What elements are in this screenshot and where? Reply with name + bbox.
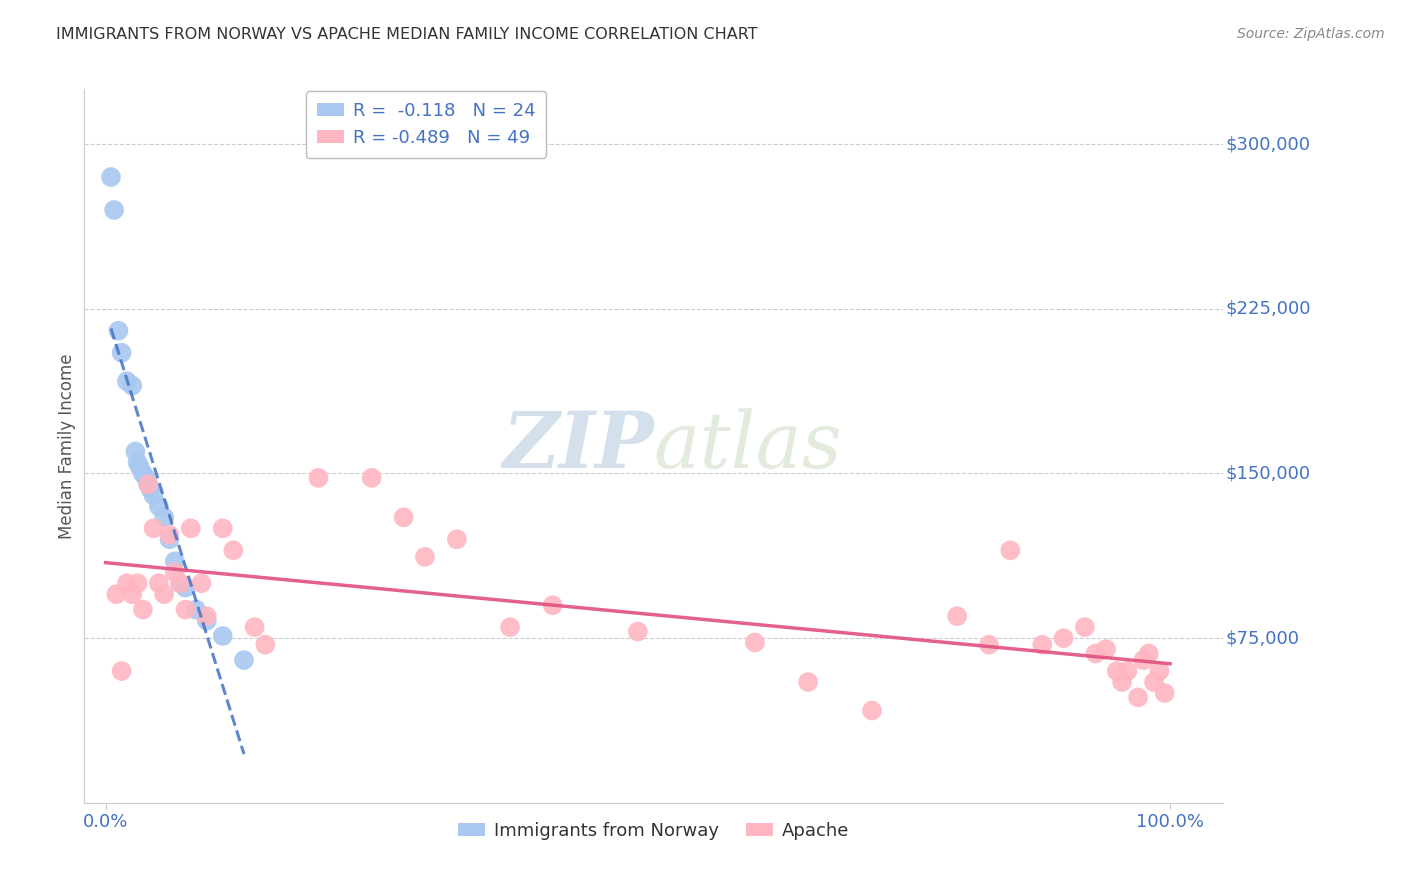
Point: [121, 378, 143, 392]
Point: [105, 587, 128, 601]
Legend: Immigrants from Norway, Apache: Immigrants from Norway, Apache: [451, 815, 856, 847]
Point: [136, 477, 159, 491]
Point: [110, 664, 132, 678]
Point: [139, 482, 162, 496]
Point: [184, 602, 207, 616]
Point: [136, 477, 159, 491]
Point: [163, 566, 186, 580]
Y-axis label: Median Family Income: Median Family Income: [58, 353, 76, 539]
Point: [1143, 675, 1166, 690]
Text: ZIP: ZIP: [502, 408, 654, 484]
Point: [744, 635, 766, 649]
Point: [100, 169, 122, 184]
Point: [115, 374, 138, 388]
Point: [308, 471, 330, 485]
Point: [1052, 631, 1074, 645]
Point: [115, 576, 138, 591]
Point: [121, 587, 143, 601]
Point: [446, 533, 468, 547]
Point: [1074, 620, 1097, 634]
Point: [254, 638, 277, 652]
Point: [107, 324, 129, 338]
Point: [977, 638, 1000, 652]
Point: [360, 471, 382, 485]
Point: [148, 500, 170, 514]
Point: [127, 576, 149, 591]
Point: [211, 521, 233, 535]
Point: [1031, 638, 1053, 652]
Point: [860, 704, 883, 718]
Point: [110, 345, 132, 359]
Point: [153, 510, 176, 524]
Point: [124, 444, 146, 458]
Point: [148, 576, 170, 591]
Point: [174, 581, 197, 595]
Text: atlas: atlas: [654, 408, 842, 484]
Text: Source: ZipAtlas.com: Source: ZipAtlas.com: [1237, 27, 1385, 41]
Point: [1111, 675, 1133, 690]
Point: [499, 620, 522, 634]
Point: [1149, 664, 1171, 678]
Point: [103, 202, 125, 217]
Text: $75,000: $75,000: [1226, 629, 1299, 647]
Point: [1132, 653, 1154, 667]
Point: [163, 554, 186, 568]
Point: [243, 620, 266, 634]
Point: [627, 624, 650, 639]
Point: [169, 576, 191, 591]
Text: $150,000: $150,000: [1226, 465, 1310, 483]
Point: [1095, 642, 1118, 657]
Point: [159, 533, 181, 547]
Point: [1153, 686, 1175, 700]
Point: [233, 653, 256, 667]
Point: [180, 521, 202, 535]
Point: [222, 543, 245, 558]
Point: [153, 587, 176, 601]
Point: [211, 629, 233, 643]
Point: [1000, 543, 1022, 558]
Point: [190, 576, 212, 591]
Point: [142, 488, 165, 502]
Point: [195, 614, 218, 628]
Point: [1084, 647, 1107, 661]
Text: IMMIGRANTS FROM NORWAY VS APACHE MEDIAN FAMILY INCOME CORRELATION CHART: IMMIGRANTS FROM NORWAY VS APACHE MEDIAN …: [56, 27, 758, 42]
Point: [169, 576, 191, 591]
Point: [797, 675, 820, 690]
Point: [1137, 647, 1160, 661]
Point: [946, 609, 969, 624]
Point: [132, 467, 155, 481]
Point: [128, 459, 150, 474]
Point: [1105, 664, 1128, 678]
Point: [195, 609, 218, 624]
Point: [541, 598, 564, 612]
Point: [1116, 664, 1139, 678]
Point: [132, 602, 155, 616]
Point: [127, 455, 149, 469]
Point: [159, 528, 181, 542]
Point: [135, 471, 157, 485]
Point: [174, 602, 197, 616]
Text: $225,000: $225,000: [1226, 300, 1310, 318]
Point: [142, 521, 165, 535]
Point: [413, 549, 436, 564]
Point: [1126, 690, 1149, 705]
Text: $300,000: $300,000: [1226, 135, 1310, 153]
Point: [392, 510, 415, 524]
